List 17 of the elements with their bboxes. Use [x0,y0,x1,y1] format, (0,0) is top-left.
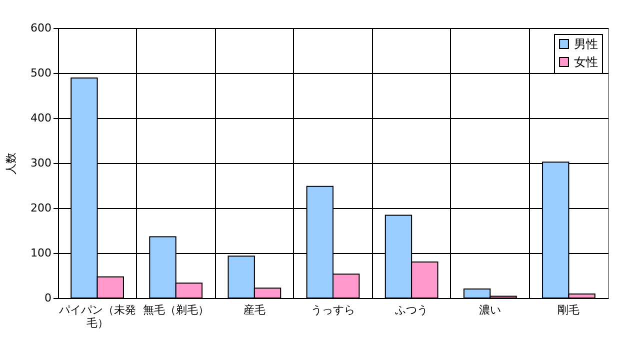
y-tick-label: 300 [30,156,52,170]
x-tick-label: ふつう [394,304,428,316]
y-tick-label: 600 [30,22,52,34]
y-tick-label: 500 [30,66,52,80]
x-tick-label: パイパン（未発毛） [58,304,136,330]
x-tick-label: 無毛（剃毛） [142,304,209,316]
y-tick-label: 400 [30,112,52,124]
x-tick-label: 剛毛 [558,304,580,316]
y-tick-label: 200 [30,202,52,214]
y-tick-label: 0 [44,292,52,304]
y-axis-title: 人数 [4,152,18,174]
x-tick-label: 濃い [479,304,502,316]
legend-label: 女性 [574,55,598,69]
x-tick-label: 産毛 [243,304,266,316]
legend-label: 男性 [574,37,598,51]
x-tick-label: うっすら [311,304,355,316]
y-tick-label: 100 [30,246,52,260]
